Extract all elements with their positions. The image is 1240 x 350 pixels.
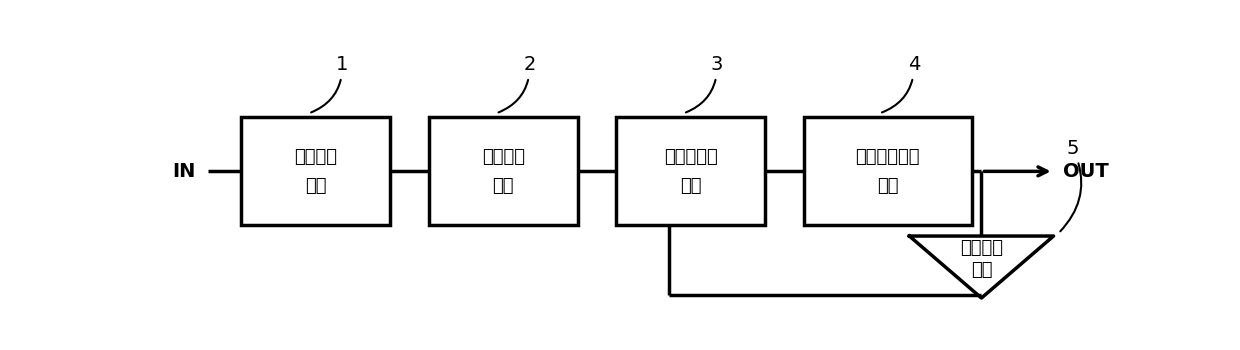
Text: 4: 4 <box>882 55 920 112</box>
Text: 2: 2 <box>498 55 536 112</box>
Bar <box>242 118 391 225</box>
Text: 1: 1 <box>311 55 348 112</box>
Text: 基线恢复: 基线恢复 <box>960 239 1003 257</box>
Text: OUT: OUT <box>1063 162 1109 181</box>
Text: IN: IN <box>172 162 196 181</box>
Text: 级联放大输出: 级联放大输出 <box>856 148 920 166</box>
Text: 5: 5 <box>1060 139 1081 231</box>
Text: 模块: 模块 <box>680 177 702 195</box>
Text: 3: 3 <box>686 55 723 112</box>
Bar <box>429 118 578 225</box>
Bar <box>804 118 972 225</box>
Bar <box>616 118 765 225</box>
Text: 模块: 模块 <box>492 177 515 195</box>
Text: 模块: 模块 <box>971 261 992 279</box>
Text: 电流放大: 电流放大 <box>482 148 525 166</box>
Text: 电流输入: 电流输入 <box>294 148 337 166</box>
Text: 电流转电压: 电流转电压 <box>663 148 718 166</box>
Text: 模块: 模块 <box>877 177 899 195</box>
Text: 模块: 模块 <box>305 177 326 195</box>
